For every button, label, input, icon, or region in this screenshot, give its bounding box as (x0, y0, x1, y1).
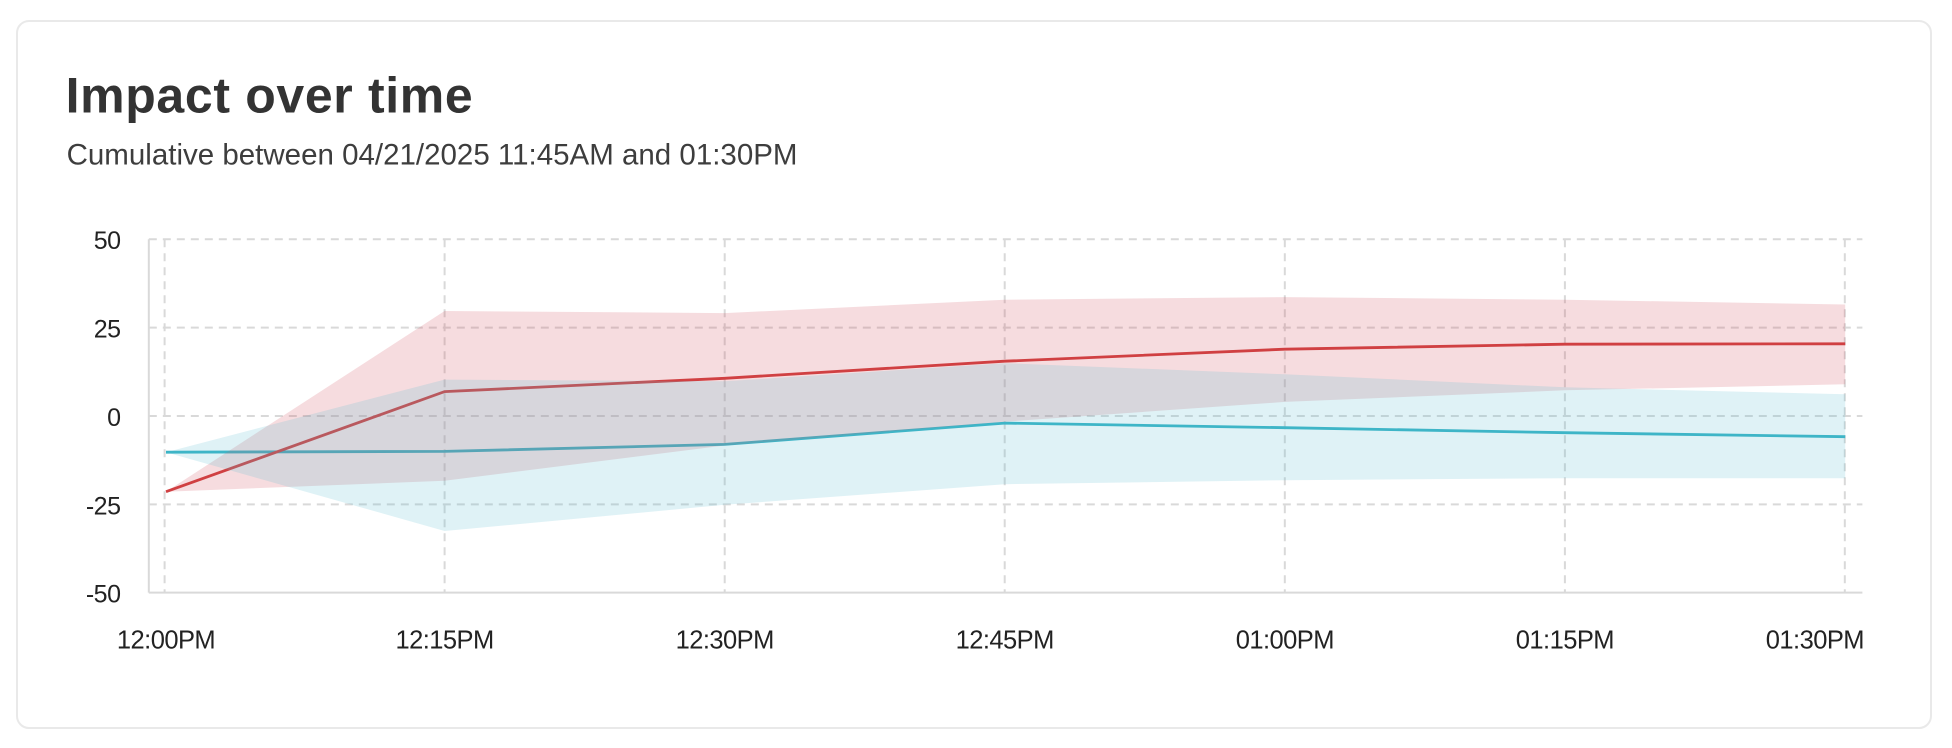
svg-text:25: 25 (94, 316, 121, 344)
svg-text:12:15PM: 12:15PM (395, 627, 493, 655)
svg-text:-25: -25 (86, 492, 121, 520)
svg-text:50: 50 (94, 227, 121, 255)
svg-text:12:00PM: 12:00PM (117, 627, 215, 655)
svg-text:01:00PM: 01:00PM (1236, 627, 1334, 655)
svg-text:-50: -50 (86, 581, 121, 609)
svg-text:0: 0 (107, 404, 120, 432)
svg-text:12:45PM: 12:45PM (956, 627, 1054, 655)
svg-text:Cumulative between 04/21/2025: Cumulative between 04/21/2025 11:45AM an… (67, 139, 798, 172)
svg-text:01:15PM: 01:15PM (1516, 627, 1614, 655)
svg-text:Impact over time: Impact over time (66, 67, 474, 123)
svg-text:12:30PM: 12:30PM (676, 627, 774, 655)
svg-text:01:30PM: 01:30PM (1766, 627, 1864, 655)
